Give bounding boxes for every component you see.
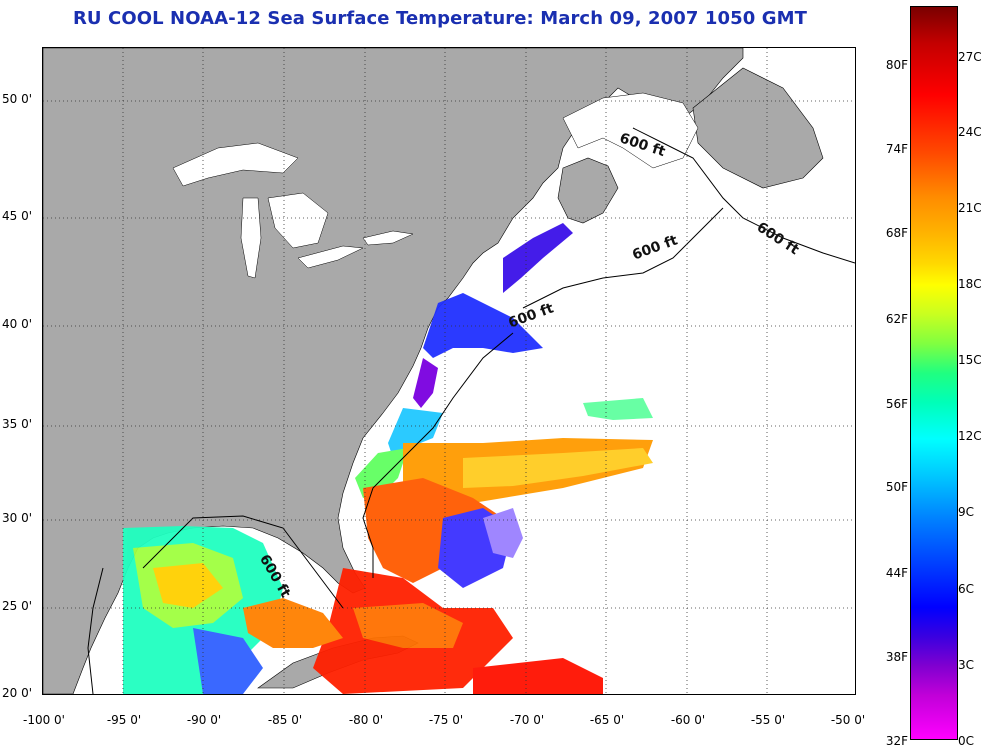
x-tick-label: -80 0' xyxy=(348,713,384,727)
colorbar-f-label: 68F xyxy=(885,226,908,240)
colorbar-c-label: 27C xyxy=(958,50,982,64)
gulf-st-lawrence xyxy=(562,92,699,169)
colorbar-f-label: 32F xyxy=(885,734,908,748)
colorbar-c-label: 18C xyxy=(958,277,982,291)
map-area[interactable]: 600 ft 600 ft 600 ft 600 ft 600 ft xyxy=(42,47,856,695)
y-tick-label: 25 0' xyxy=(2,599,33,613)
x-tick-label: -65 0' xyxy=(589,713,625,727)
colorbar-c-label: 3C xyxy=(958,658,975,672)
isobath-lines xyxy=(87,127,855,694)
colorbar-f-label: 80F xyxy=(885,58,908,72)
sst-map-svg xyxy=(43,48,855,694)
x-tick-label: -90 0' xyxy=(186,713,222,727)
y-tick-label: 40 0' xyxy=(2,317,33,331)
colorbar-c-label: 21C xyxy=(958,201,982,215)
colorbar-c-label: 0C xyxy=(958,734,975,748)
colorbar-f-label: 50F xyxy=(885,480,908,494)
x-tick-label: -55 0' xyxy=(750,713,786,727)
colorbar-f-label: 74F xyxy=(885,142,908,156)
x-tick-label: -95 0' xyxy=(106,713,142,727)
y-tick-label: 35 0' xyxy=(2,417,33,431)
colorbar-c-label: 15C xyxy=(958,353,982,367)
x-tick-label: -85 0' xyxy=(267,713,303,727)
x-tick-label: -50 0' xyxy=(830,713,866,727)
graticule xyxy=(43,48,855,694)
sst-data xyxy=(123,223,653,694)
lake-ontario xyxy=(362,230,414,246)
land-newfoundland xyxy=(692,67,824,189)
land-maritimes xyxy=(557,157,619,224)
y-tick-label: 30 0' xyxy=(2,511,33,525)
colorbar-f-label: 44F xyxy=(885,566,908,580)
colorbar-f-label: 62F xyxy=(885,312,908,326)
lake-erie xyxy=(297,245,364,269)
lake-superior xyxy=(172,142,299,187)
x-tick-label: -100 0' xyxy=(23,713,65,727)
colorbar-c-label: 12C xyxy=(958,429,982,443)
color-scale-bar xyxy=(910,6,958,740)
colorbar-c-label: 24C xyxy=(958,125,982,139)
y-tick-label: 45 0' xyxy=(2,209,33,223)
map-title: RU COOL NOAA-12 Sea Surface Temperature:… xyxy=(72,8,808,29)
y-tick-label: 20 0' xyxy=(2,686,33,700)
y-tick-label: 50 0' xyxy=(2,92,33,106)
colorbar-f-label: 38F xyxy=(885,650,908,664)
x-tick-label: -60 0' xyxy=(670,713,706,727)
x-tick-label: -75 0' xyxy=(428,713,464,727)
colorbar-c-label: 6C xyxy=(958,582,975,596)
lake-huron xyxy=(267,192,329,249)
colorbar-c-label: 9C xyxy=(958,505,975,519)
x-tick-label: -70 0' xyxy=(509,713,545,727)
colorbar-f-label: 56F xyxy=(885,397,908,411)
